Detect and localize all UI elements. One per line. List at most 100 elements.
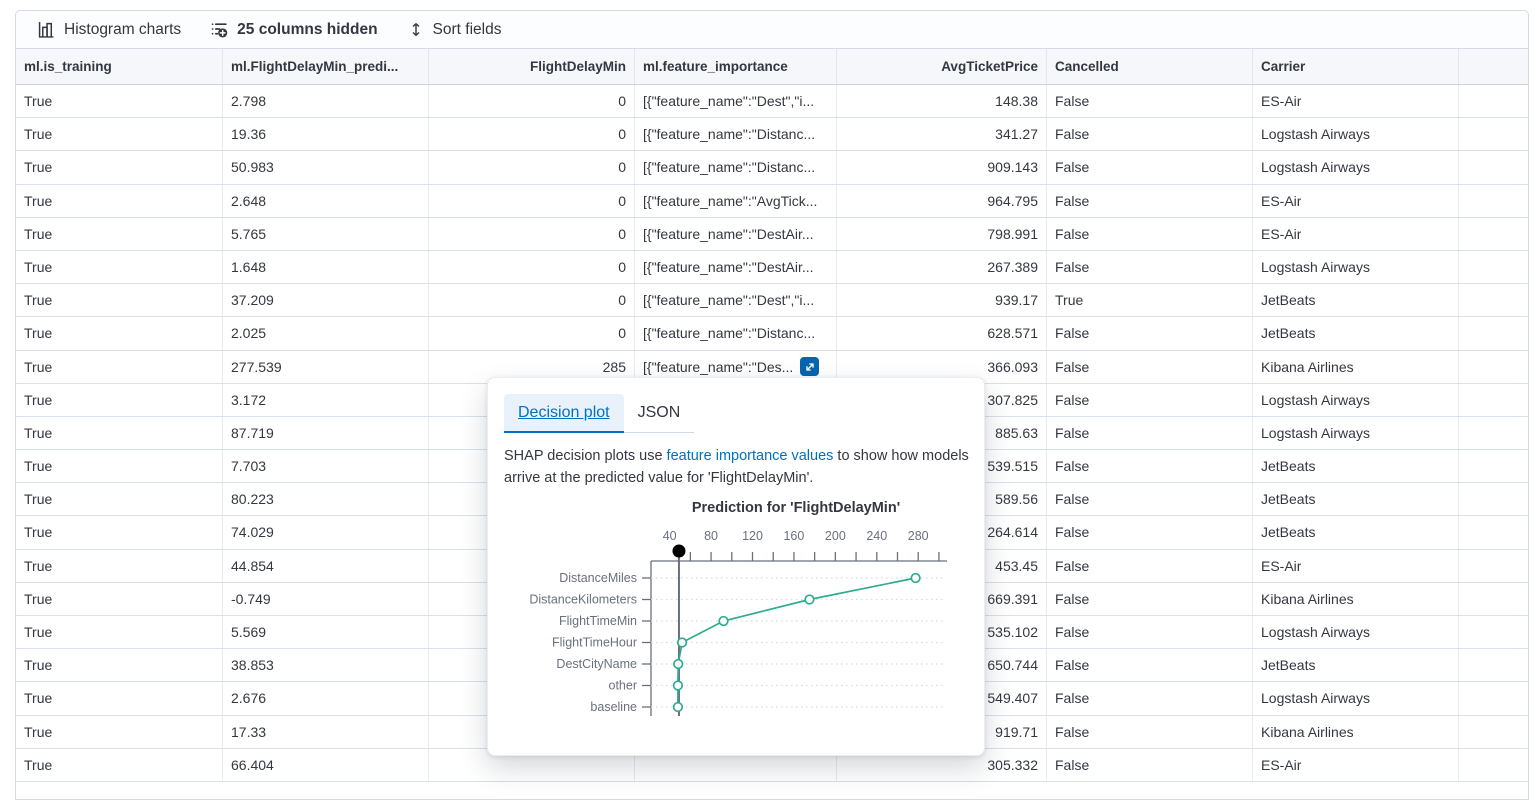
cell[interactable]: False — [1047, 682, 1253, 715]
cell[interactable]: ES-Air — [1253, 184, 1459, 217]
cell[interactable]: 87.719 — [223, 416, 429, 450]
cell[interactable] — [1459, 151, 1528, 183]
cell[interactable] — [1459, 185, 1528, 217]
cell[interactable]: 0 — [429, 284, 635, 317]
cell[interactable]: 0 — [429, 250, 635, 284]
cell[interactable]: 366.093 — [837, 350, 1047, 383]
cell[interactable]: 2.648 — [223, 184, 429, 217]
cell[interactable]: False — [1047, 317, 1253, 350]
cell[interactable]: 341.27 — [837, 118, 1047, 151]
cell[interactable]: [{"feature_name":"DestAir... — [635, 217, 837, 250]
cell[interactable]: JetBeats — [1253, 284, 1459, 317]
cell[interactable]: 0 — [429, 184, 635, 217]
cell[interactable]: [{"feature_name":"Dest","i... — [635, 284, 837, 317]
cell[interactable]: False — [1047, 715, 1253, 748]
cell[interactable]: 267.389 — [837, 250, 1047, 284]
cell[interactable] — [1459, 682, 1528, 714]
cell[interactable]: Logstash Airways — [1253, 118, 1459, 151]
cell[interactable]: False — [1047, 748, 1253, 781]
cell[interactable]: 74.029 — [223, 516, 429, 549]
cell[interactable]: ES-Air — [1253, 217, 1459, 250]
columns-hidden-button[interactable]: 25 columns hidden — [211, 21, 378, 39]
cell[interactable] — [1459, 384, 1528, 416]
cell[interactable]: 2.025 — [223, 317, 429, 350]
cell[interactable]: True — [16, 616, 223, 649]
cell[interactable]: True — [16, 383, 223, 416]
cell[interactable]: 549.407 — [837, 682, 1047, 715]
cell[interactable]: False — [1047, 516, 1253, 549]
cell[interactable]: False — [1047, 383, 1253, 416]
cell[interactable]: 964.795 — [837, 184, 1047, 217]
column-header[interactable]: ml.FlightDelayMin_predi... — [223, 49, 429, 84]
cell[interactable]: 148.38 — [837, 85, 1047, 118]
cell[interactable] — [1459, 118, 1528, 150]
cell[interactable]: 5.569 — [223, 616, 429, 649]
cell[interactable] — [1459, 251, 1528, 283]
cell[interactable]: ES-Air — [1253, 85, 1459, 118]
cell[interactable]: True — [16, 317, 223, 350]
cell[interactable]: Logstash Airways — [1253, 383, 1459, 416]
cell[interactable]: 0 — [429, 118, 635, 151]
cell[interactable]: True — [16, 284, 223, 317]
expand-cell-button[interactable] — [800, 357, 820, 377]
cell[interactable]: [{"feature_name":"AvgTick... — [635, 184, 837, 217]
cell[interactable]: False — [1047, 118, 1253, 151]
tab-json[interactable]: JSON — [623, 394, 695, 433]
cell[interactable]: 7.703 — [223, 450, 429, 483]
cell[interactable]: 0 — [429, 217, 635, 250]
cell[interactable]: 3.172 — [223, 383, 429, 416]
cell[interactable]: 628.571 — [837, 317, 1047, 350]
cell[interactable] — [1459, 716, 1528, 748]
cell[interactable]: 539.515 — [837, 450, 1047, 483]
cell[interactable]: True — [16, 85, 223, 118]
cell[interactable]: 589.56 — [837, 483, 1047, 516]
cell[interactable]: False — [1047, 416, 1253, 450]
cell[interactable]: 453.45 — [837, 549, 1047, 582]
cell[interactable]: 909.143 — [837, 151, 1047, 184]
column-header[interactable] — [1459, 49, 1528, 84]
cell[interactable]: 66.404 — [223, 748, 429, 781]
cell[interactable]: True — [16, 582, 223, 615]
cell[interactable]: Logstash Airways — [1253, 250, 1459, 284]
cell[interactable]: [{"feature_name":"Des... — [635, 350, 837, 383]
cell[interactable]: Kibana Airlines — [1253, 582, 1459, 615]
cell[interactable]: 5.765 — [223, 217, 429, 250]
cell[interactable]: True — [16, 715, 223, 748]
cell[interactable] — [1459, 284, 1528, 316]
cell[interactable]: 798.991 — [837, 217, 1047, 250]
cell[interactable]: False — [1047, 184, 1253, 217]
cell[interactable]: True — [16, 151, 223, 184]
cell[interactable]: True — [16, 416, 223, 450]
cell[interactable]: 17.33 — [223, 715, 429, 748]
cell[interactable]: [{"feature_name":"Dest","i... — [635, 85, 837, 118]
cell[interactable]: False — [1047, 549, 1253, 582]
cell[interactable]: True — [16, 516, 223, 549]
cell[interactable]: Logstash Airways — [1253, 151, 1459, 184]
cell[interactable] — [1459, 616, 1528, 648]
cell[interactable]: Logstash Airways — [1253, 416, 1459, 450]
cell[interactable]: 535.102 — [837, 616, 1047, 649]
cell[interactable]: Kibana Airlines — [1253, 350, 1459, 383]
cell[interactable]: True — [16, 217, 223, 250]
cell[interactable]: False — [1047, 250, 1253, 284]
cell[interactable]: True — [16, 184, 223, 217]
cell[interactable]: Kibana Airlines — [1253, 715, 1459, 748]
cell[interactable]: False — [1047, 85, 1253, 118]
cell[interactable]: 264.614 — [837, 516, 1047, 549]
cell[interactable]: False — [1047, 483, 1253, 516]
cell[interactable]: [{"feature_name":"Distanc... — [635, 118, 837, 151]
cell[interactable]: ES-Air — [1253, 549, 1459, 582]
cell[interactable]: [{"feature_name":"Distanc... — [635, 317, 837, 350]
cell[interactable] — [1459, 583, 1528, 615]
cell[interactable]: JetBeats — [1253, 450, 1459, 483]
cell[interactable]: Logstash Airways — [1253, 682, 1459, 715]
cell[interactable]: True — [16, 748, 223, 781]
cell[interactable]: JetBeats — [1253, 516, 1459, 549]
cell[interactable]: False — [1047, 582, 1253, 615]
cell[interactable]: False — [1047, 350, 1253, 383]
cell[interactable]: True — [16, 250, 223, 284]
cell[interactable]: Logstash Airways — [1253, 616, 1459, 649]
cell[interactable]: -0.749 — [223, 582, 429, 615]
cell[interactable]: False — [1047, 217, 1253, 250]
cell[interactable]: 44.854 — [223, 549, 429, 582]
